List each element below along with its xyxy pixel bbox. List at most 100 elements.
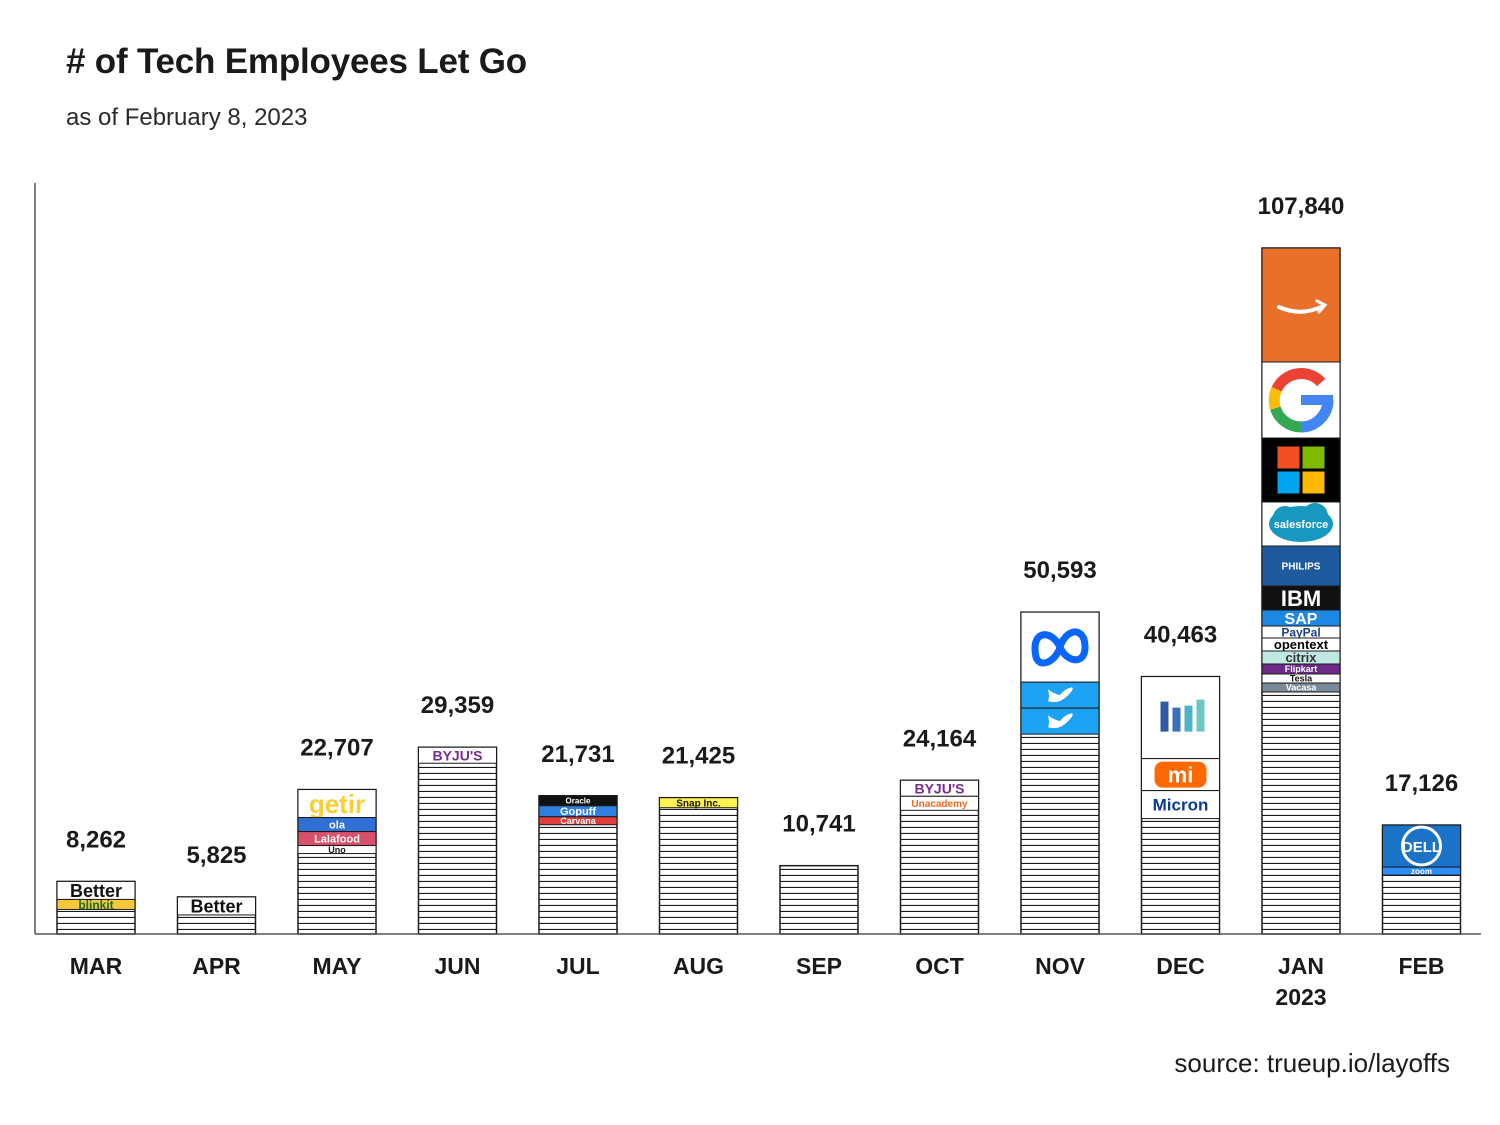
- x-tick-label: JUL: [556, 953, 599, 979]
- logo-label: Flipkart: [1285, 664, 1318, 674]
- logo-label: Unacademy: [911, 799, 968, 810]
- salesforce-cloud-icon: salesforce: [1269, 503, 1333, 542]
- logo-tile: [1261, 247, 1341, 363]
- x-tick-label: DEC: [1156, 953, 1205, 979]
- logo-label: Carvana: [560, 816, 597, 826]
- ibm-logo: IBM: [1261, 585, 1341, 611]
- byju-s-logo: BYJU'S: [900, 779, 979, 797]
- value-label: 21,425: [662, 743, 735, 770]
- meta-infinity-icon: [1031, 628, 1089, 667]
- x-tick-sublabel: 2023: [1275, 984, 1326, 1010]
- logo-tile: [538, 816, 618, 826]
- logo-label: opentext: [1274, 637, 1329, 652]
- twitter-bird-icon: [1048, 687, 1073, 703]
- bar-jun: [417, 746, 498, 935]
- logo-tile: [1141, 790, 1220, 820]
- value-label: 8,262: [66, 826, 126, 853]
- lalafood-logo: Lalafood: [297, 831, 377, 847]
- value-label: 21,731: [541, 741, 614, 768]
- logo-label: IBM: [1281, 586, 1321, 611]
- paypal-logo: PayPal: [1261, 625, 1341, 639]
- logo-tile: [297, 789, 377, 819]
- value-label: 40,463: [1144, 622, 1217, 649]
- better-logo: Better: [56, 881, 136, 901]
- twitter-logo: [1020, 707, 1100, 735]
- x-tick-label: FEB: [1399, 953, 1445, 979]
- logo-label: Vacasa: [1286, 683, 1318, 693]
- logo-label: Gopuff: [560, 806, 596, 818]
- logo-label: Oracle: [566, 797, 591, 806]
- logo-tile: [1261, 585, 1341, 611]
- micron-logo: Micron: [1141, 790, 1220, 820]
- logo-tile: [900, 795, 979, 811]
- vacasa-logo: Vacasa: [1261, 682, 1341, 693]
- xiaomi-mi-icon: [1154, 761, 1207, 788]
- logo-label: BYJU'S: [914, 780, 964, 796]
- logo-label: Snap Inc.: [676, 798, 721, 809]
- oracle-logo: Oracle: [538, 795, 618, 807]
- amazon-logo: [1261, 247, 1341, 363]
- x-tick-label: SEP: [796, 953, 842, 979]
- source-note: source: trueup.io/layoffs: [1174, 1048, 1450, 1078]
- logo-tile: [1382, 866, 1461, 876]
- logo-label: citrix: [1285, 650, 1317, 665]
- logo-label: Better: [190, 896, 242, 916]
- value-label: 5,825: [186, 842, 246, 869]
- twitter-logo: [1020, 681, 1100, 709]
- meta-logo: [1020, 611, 1100, 683]
- x-tick-label: OCT: [915, 953, 964, 979]
- sap-logo: SAP: [1261, 609, 1341, 628]
- x-tick-label: AUG: [673, 953, 724, 979]
- logo-label: PayPal: [1281, 625, 1320, 639]
- ola-logo: ola: [297, 817, 377, 833]
- twitter-bird-icon: [1048, 713, 1073, 729]
- value-label: 10,741: [782, 811, 855, 838]
- logo-label: ola: [329, 820, 346, 832]
- citrix-logo: citrix: [1261, 650, 1341, 665]
- logo-label: mi: [1168, 763, 1194, 788]
- philips-logo: PHILIPS: [1261, 545, 1341, 587]
- logo-label: Better: [70, 881, 122, 901]
- better-logo: Better: [177, 896, 256, 916]
- value-label: 24,164: [903, 725, 977, 752]
- bar-sep: [779, 864, 859, 935]
- logo-label: PHILIPS: [1282, 562, 1321, 573]
- chart-title: # of Tech Employees Let Go: [66, 42, 527, 81]
- flipkart-logo: Flipkart: [1261, 663, 1341, 675]
- logo-tile: [1261, 682, 1341, 693]
- unacademy-logo: Unacademy: [900, 795, 979, 811]
- intel-logo: [1141, 676, 1220, 760]
- logo-label: salesforce: [1274, 519, 1328, 531]
- uno-logo: Uno: [297, 845, 377, 855]
- logo-label: blinkit: [78, 898, 113, 912]
- x-tick-label: NOV: [1035, 953, 1086, 979]
- byju-s-logo: BYJU'S: [418, 746, 497, 764]
- logo-label: zoom: [1411, 867, 1432, 876]
- google-g-icon: [1268, 368, 1334, 433]
- value-label: 50,593: [1023, 557, 1096, 584]
- logo-tile: [418, 746, 497, 764]
- zoom-logo: zoom: [1382, 866, 1461, 876]
- intel-bars-icon: [1160, 699, 1205, 732]
- dell-logo: DELL: [1382, 824, 1461, 868]
- logo-tile: [297, 845, 377, 855]
- logo-label: Micron: [1153, 796, 1209, 815]
- bar-aug: [658, 796, 739, 935]
- carvana-logo: Carvana: [538, 816, 618, 826]
- logo-label: getir: [309, 789, 365, 819]
- x-tick-label: APR: [192, 953, 241, 979]
- google-logo: [1261, 361, 1341, 439]
- amazon-smile-icon: [1277, 304, 1325, 314]
- value-label: 22,707: [300, 735, 373, 762]
- x-tick-label: MAY: [313, 953, 362, 979]
- logo-label: Lalafood: [314, 834, 360, 846]
- logo-tile: [659, 797, 738, 809]
- logo-label: Uno: [328, 845, 346, 855]
- blinkit-logo: blinkit: [56, 898, 136, 912]
- logo-label: BYJU'S: [432, 747, 482, 763]
- getir-logo: getir: [297, 789, 377, 819]
- microsoft-windows-icon: [1277, 446, 1325, 494]
- logo-label: Tesla: [1290, 674, 1313, 684]
- dell-ring-icon: [1401, 825, 1442, 867]
